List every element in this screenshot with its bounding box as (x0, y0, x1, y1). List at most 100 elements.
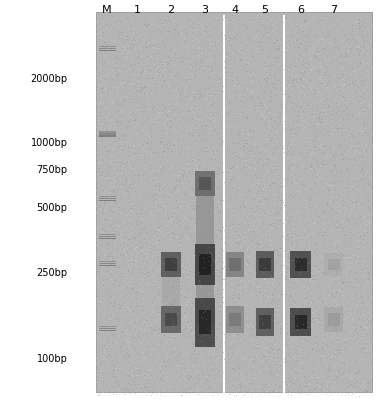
Point (305, 186, 311, 193)
Point (94, 100, 100, 107)
Point (356, 176, 362, 182)
Point (230, 322, 237, 328)
Point (273, 225, 279, 231)
Point (139, 349, 145, 355)
Point (256, 201, 262, 207)
Point (328, 53, 334, 60)
Point (236, 131, 242, 137)
Point (303, 301, 309, 308)
Point (112, 391, 118, 397)
Point (308, 54, 314, 61)
Point (286, 169, 292, 176)
Point (97, 326, 103, 332)
Point (125, 49, 131, 55)
Point (323, 142, 329, 149)
Point (352, 237, 358, 244)
Point (270, 295, 276, 302)
Point (217, 284, 223, 290)
Point (324, 323, 330, 329)
Point (95, 279, 101, 285)
Point (358, 39, 364, 46)
Point (194, 180, 200, 186)
Point (293, 361, 299, 367)
Point (142, 249, 148, 256)
Point (139, 30, 145, 37)
Point (230, 180, 236, 187)
Point (316, 321, 322, 327)
Point (128, 279, 134, 286)
Point (100, 277, 106, 284)
Point (178, 392, 184, 399)
Point (333, 193, 339, 200)
Point (144, 45, 150, 52)
Point (284, 186, 290, 193)
Point (93, 365, 99, 371)
Point (152, 65, 158, 72)
Point (112, 136, 118, 142)
Point (364, 84, 370, 91)
Point (130, 119, 136, 125)
Point (211, 169, 217, 175)
Point (132, 364, 138, 370)
Point (313, 340, 319, 346)
Point (158, 247, 164, 253)
Point (197, 45, 203, 51)
Point (160, 28, 166, 35)
Point (243, 136, 249, 142)
Point (273, 253, 279, 259)
Point (289, 58, 295, 64)
Point (253, 235, 259, 242)
Point (359, 135, 365, 142)
Point (117, 144, 123, 150)
Point (143, 228, 149, 235)
Point (132, 47, 138, 53)
Point (276, 344, 282, 350)
Point (277, 357, 283, 364)
Point (240, 237, 246, 243)
Point (287, 217, 293, 224)
Point (167, 384, 173, 390)
Point (141, 16, 147, 22)
Point (218, 72, 224, 78)
Text: 1000bp: 1000bp (31, 138, 68, 149)
Point (355, 78, 361, 84)
Point (361, 236, 367, 243)
Point (134, 289, 140, 295)
Point (207, 58, 213, 65)
Point (258, 111, 264, 118)
Point (148, 320, 154, 327)
Point (340, 164, 346, 170)
Point (109, 143, 115, 149)
Point (320, 121, 326, 127)
Point (166, 116, 172, 123)
Point (201, 231, 207, 237)
Point (240, 15, 246, 22)
Point (179, 183, 185, 190)
Point (177, 26, 183, 33)
Point (115, 107, 121, 114)
Point (217, 228, 223, 235)
Point (293, 117, 299, 124)
Bar (295, 315, 307, 329)
Point (338, 388, 344, 395)
Point (167, 282, 173, 288)
Point (274, 354, 280, 360)
Point (363, 374, 369, 380)
Point (259, 57, 265, 64)
Point (176, 127, 182, 134)
Point (195, 134, 201, 141)
Point (290, 172, 296, 178)
Point (193, 293, 199, 299)
Point (168, 123, 174, 129)
Point (223, 100, 229, 106)
Point (280, 227, 286, 234)
Point (364, 300, 370, 307)
Point (362, 146, 368, 152)
Point (306, 351, 312, 357)
Point (182, 104, 188, 111)
Point (261, 235, 267, 242)
Point (355, 368, 361, 375)
Point (293, 242, 299, 248)
Point (150, 84, 156, 91)
Point (173, 290, 179, 297)
